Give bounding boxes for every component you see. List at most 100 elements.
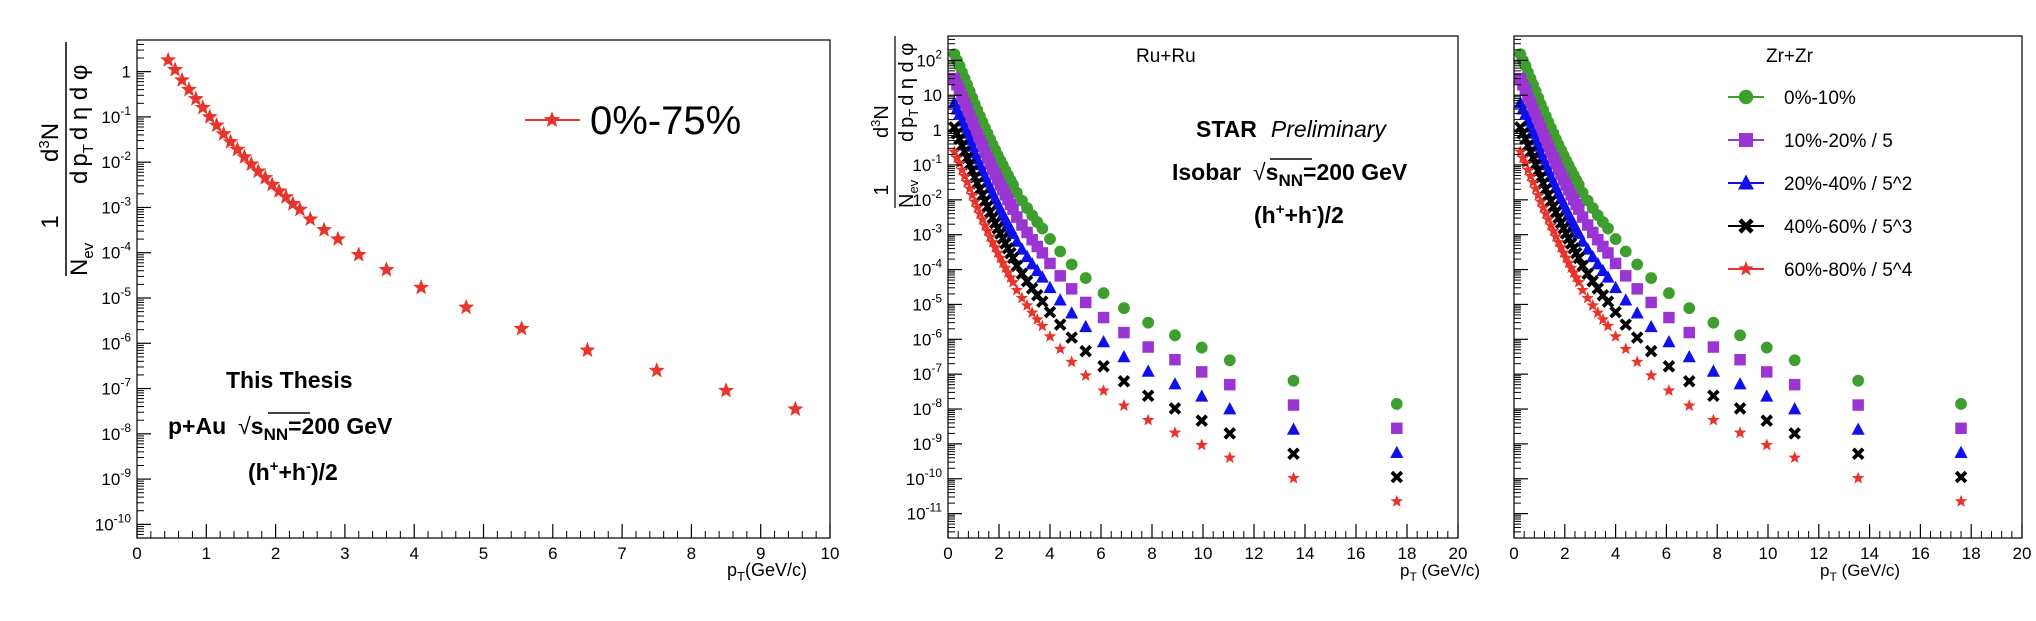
p3-point: [1586, 299, 1599, 311]
p3-point: [1521, 163, 1535, 176]
p1-ytick-label: 10-5: [101, 285, 131, 308]
p2-title: Ru+Ru: [1136, 46, 1196, 67]
p2-point: [978, 218, 992, 231]
p2-point: [958, 169, 971, 182]
p2-ytitle-numerator: d3N: [868, 105, 893, 138]
p3-point: [1644, 319, 1658, 333]
p2-xtick-label: 12: [1245, 544, 1264, 563]
p1-system-label: p+Au √sNN=200 GeV: [168, 413, 393, 444]
p3-point: [1596, 313, 1610, 325]
p1-ytitle-one: 1: [37, 215, 64, 228]
p1-legend: 0%-75%: [525, 99, 741, 143]
p2-point: [1195, 414, 1208, 427]
p3-point: [1644, 369, 1658, 381]
p2-point: [1223, 402, 1237, 415]
p2-point: [1010, 259, 1024, 273]
p1-ytitle-numerator: d3N: [36, 123, 64, 162]
p3-xtick-label: 2: [1560, 544, 1569, 563]
p2-point: [1079, 272, 1092, 284]
p2-point: [958, 97, 971, 109]
p1-point: [579, 341, 596, 358]
p3-point: [1573, 203, 1585, 215]
p1-system-name: p+Au: [168, 413, 226, 439]
p3-point: [1591, 257, 1605, 270]
p3-xtitle-unit: (GeV/c): [1837, 561, 1900, 580]
p3-point: [1852, 399, 1864, 411]
p1-h-open: (h: [248, 459, 270, 485]
p3-point: [1706, 364, 1720, 377]
p2-point: [1021, 226, 1033, 239]
p3-point: [1601, 270, 1615, 283]
p3-point: [1609, 257, 1622, 270]
p2-point: [968, 195, 982, 208]
p3-point: [1576, 259, 1589, 273]
p2-point: [1223, 354, 1236, 367]
p2-xtick-label: 4: [1045, 544, 1054, 563]
p2-ytick-label: 10-10: [906, 466, 943, 489]
p3-point: [1549, 230, 1563, 242]
p3-point: [1581, 242, 1595, 255]
p1-xtick-label: 0: [132, 544, 141, 563]
p3-point: [1760, 414, 1773, 427]
p1-point: [222, 133, 239, 149]
p3-xtick-label: 0: [1509, 544, 1518, 563]
p2-point: [966, 116, 978, 128]
p2-point: [986, 235, 999, 248]
p1-ytick-label: 10-8: [101, 421, 131, 444]
p3-point: [1591, 306, 1605, 319]
p2-axes: 0 2 4 6 8 10 12 14 16 18 2010-1110-1010-910-810-71…: [906, 35, 1467, 563]
p1-point: [187, 90, 204, 106]
p2-point: [1287, 471, 1300, 484]
p3-point: [1602, 247, 1614, 259]
p2-prelim: Preliminary: [1271, 116, 1388, 142]
p1-h-minus: -: [306, 458, 311, 475]
p3-point: [1601, 295, 1615, 308]
p2-point: [955, 163, 969, 176]
p1-ytick-label: 1: [122, 63, 131, 82]
p1-point: [160, 51, 177, 67]
p2-point: [1031, 240, 1043, 253]
p2-point: [1079, 369, 1092, 381]
p3-legend-square-icon: [1739, 133, 1753, 147]
p2-point: [996, 256, 1010, 269]
p2-point: [1390, 398, 1403, 410]
p2-ytitle-one: 1: [871, 184, 893, 195]
p3-point: [1539, 207, 1552, 220]
p2-ytick-label: 102: [916, 47, 942, 70]
p2-xtitle-p: p: [1400, 561, 1409, 580]
p2-point: [1168, 377, 1182, 390]
p3-point: [1581, 291, 1594, 304]
p3-point: [1645, 272, 1658, 284]
p1-point: [291, 201, 308, 217]
p2-point: [1030, 263, 1044, 277]
p3-x-title: pT (GeV/c): [1820, 561, 1900, 584]
p1-ytitle-d: d: [66, 171, 93, 184]
p1-h-close: )/2: [311, 459, 338, 485]
p3-point: [1609, 280, 1623, 294]
p3-point: [1662, 360, 1676, 373]
p3-point: [1734, 329, 1746, 342]
p3-xtick-label: 6: [1662, 544, 1671, 563]
p2-xtick-label: 18: [1398, 544, 1417, 563]
p2-point: [1142, 341, 1154, 353]
p2-ytick-label: 10-3: [912, 222, 942, 245]
p2-point: [1065, 331, 1078, 344]
p3-legend: 0%-10% 10%-20% / 5 20%-40% / 5^2 40%-60%…: [1728, 88, 1913, 281]
p2-point: [950, 151, 964, 164]
p1-ytitle-N: N: [66, 259, 93, 276]
p3-point: [1663, 287, 1675, 300]
p3-point: [1529, 109, 1542, 122]
p2-point: [1043, 280, 1057, 294]
p2-point: [1053, 293, 1067, 306]
p3-point: [1609, 305, 1622, 319]
p2-ytick-label: 10-7: [912, 361, 942, 384]
p1-point: [316, 221, 333, 237]
p3-point: [1542, 212, 1555, 225]
p3-point: [1707, 389, 1720, 403]
p3-point: [1536, 201, 1550, 214]
p3-point: [1619, 342, 1632, 355]
p3-legend-label-4: 60%-80% / 5^4: [1784, 260, 1913, 281]
p2-ytitle-p: p: [896, 117, 918, 128]
p2-point: [1117, 375, 1131, 388]
p3-xtick-label: 20: [2013, 544, 2032, 563]
